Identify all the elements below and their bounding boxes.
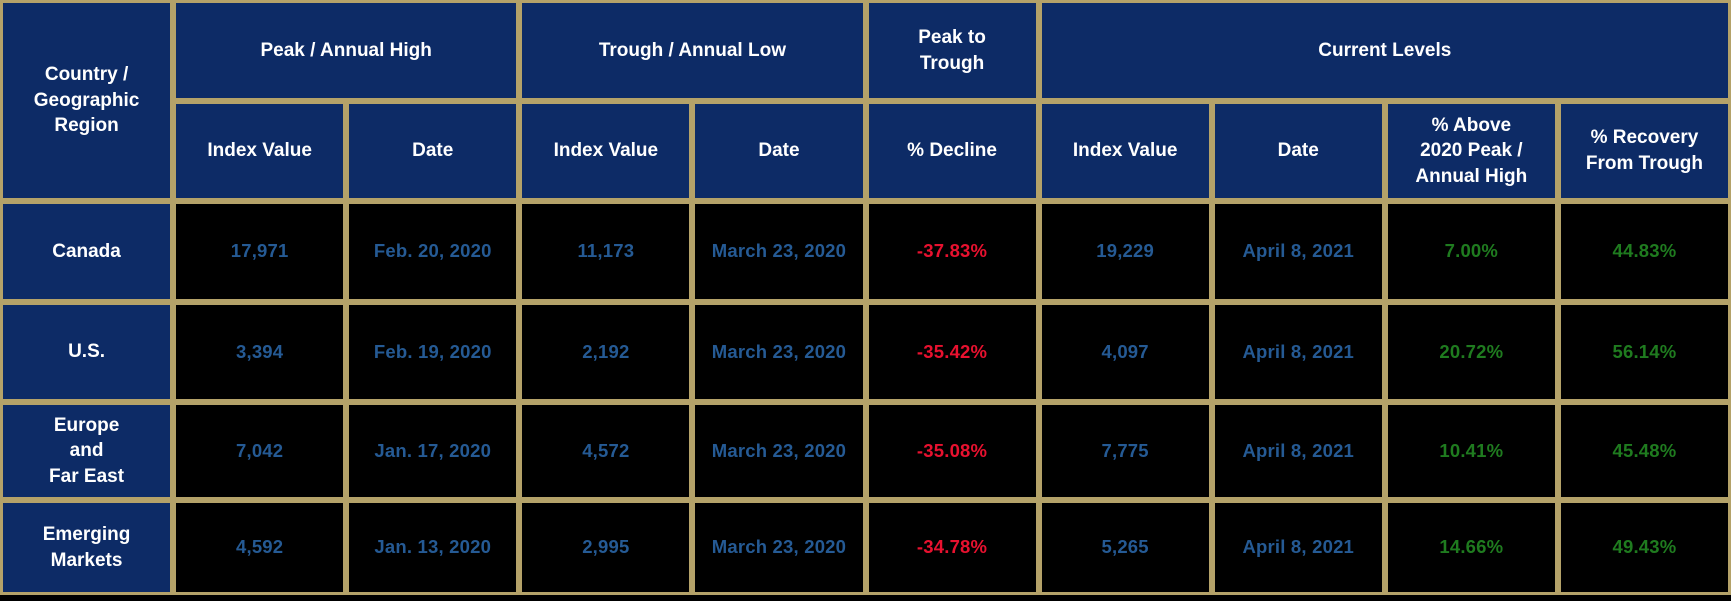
header-group-trough-annual-low: Trough / Annual Low xyxy=(522,3,863,98)
canada-pct-recovery: 44.83% xyxy=(1560,204,1728,299)
emerging-trough-date: March 23, 2020 xyxy=(695,503,863,592)
europe-trough-index: 4,572 xyxy=(522,405,690,497)
col-header-peak-date: Date xyxy=(349,104,517,198)
col-header-pct-decline: % Decline xyxy=(868,104,1036,198)
europe-pct-above-peak: 10.41% xyxy=(1387,405,1555,497)
col-header-pct-above-peak: % Above 2020 Peak / Annual High xyxy=(1387,104,1555,198)
canada-trough-date: March 23, 2020 xyxy=(695,204,863,299)
region-cell-emerging-markets: Emerging Markets xyxy=(3,503,171,592)
col-header-trough-index-value: Index Value xyxy=(522,104,690,198)
canada-trough-index: 11,173 xyxy=(522,204,690,299)
canada-current-date: April 8, 2021 xyxy=(1214,204,1382,299)
region-cell-us: U.S. xyxy=(3,305,171,399)
us-current-index: 4,097 xyxy=(1041,305,1209,399)
europe-current-date: April 8, 2021 xyxy=(1214,405,1382,497)
canada-peak-index: 17,971 xyxy=(176,204,344,299)
europe-pct-decline: -35.08% xyxy=(868,405,1036,497)
us-trough-date: March 23, 2020 xyxy=(695,305,863,399)
us-peak-date: Feb. 19, 2020 xyxy=(349,305,517,399)
col-header-current-index-value: Index Value xyxy=(1041,104,1209,198)
emerging-current-date: April 8, 2021 xyxy=(1214,503,1382,592)
canada-pct-decline: -37.83% xyxy=(868,204,1036,299)
europe-current-index: 7,775 xyxy=(1041,405,1209,497)
emerging-trough-index: 2,995 xyxy=(522,503,690,592)
us-pct-decline: -35.42% xyxy=(868,305,1036,399)
europe-pct-recovery: 45.48% xyxy=(1560,405,1728,497)
europe-peak-index: 7,042 xyxy=(176,405,344,497)
europe-peak-date: Jan. 17, 2020 xyxy=(349,405,517,497)
emerging-pct-above-peak: 14.66% xyxy=(1387,503,1555,592)
emerging-peak-index: 4,592 xyxy=(176,503,344,592)
region-cell-canada: Canada xyxy=(3,204,171,299)
canada-current-index: 19,229 xyxy=(1041,204,1209,299)
col-header-peak-index-value: Index Value xyxy=(176,104,344,198)
header-group-peak-annual-high: Peak / Annual High xyxy=(176,3,517,98)
europe-trough-date: March 23, 2020 xyxy=(695,405,863,497)
region-cell-europe-far-east: Europe and Far East xyxy=(3,405,171,497)
header-group-peak-to-trough: Peak to Trough xyxy=(868,3,1036,98)
emerging-pct-recovery: 49.43% xyxy=(1560,503,1728,592)
col-header-trough-date: Date xyxy=(695,104,863,198)
us-pct-above-peak: 20.72% xyxy=(1387,305,1555,399)
us-peak-index: 3,394 xyxy=(176,305,344,399)
header-country-region: Country / Geographic Region xyxy=(3,3,171,198)
canada-pct-above-peak: 7.00% xyxy=(1387,204,1555,299)
us-trough-index: 2,192 xyxy=(522,305,690,399)
us-current-date: April 8, 2021 xyxy=(1214,305,1382,399)
col-header-pct-recovery: % Recovery From Trough xyxy=(1560,104,1728,198)
col-header-current-date: Date xyxy=(1214,104,1382,198)
emerging-peak-date: Jan. 13, 2020 xyxy=(349,503,517,592)
emerging-pct-decline: -34.78% xyxy=(868,503,1036,592)
emerging-current-index: 5,265 xyxy=(1041,503,1209,592)
canada-peak-date: Feb. 20, 2020 xyxy=(349,204,517,299)
us-pct-recovery: 56.14% xyxy=(1560,305,1728,399)
header-group-current-levels: Current Levels xyxy=(1041,3,1728,98)
